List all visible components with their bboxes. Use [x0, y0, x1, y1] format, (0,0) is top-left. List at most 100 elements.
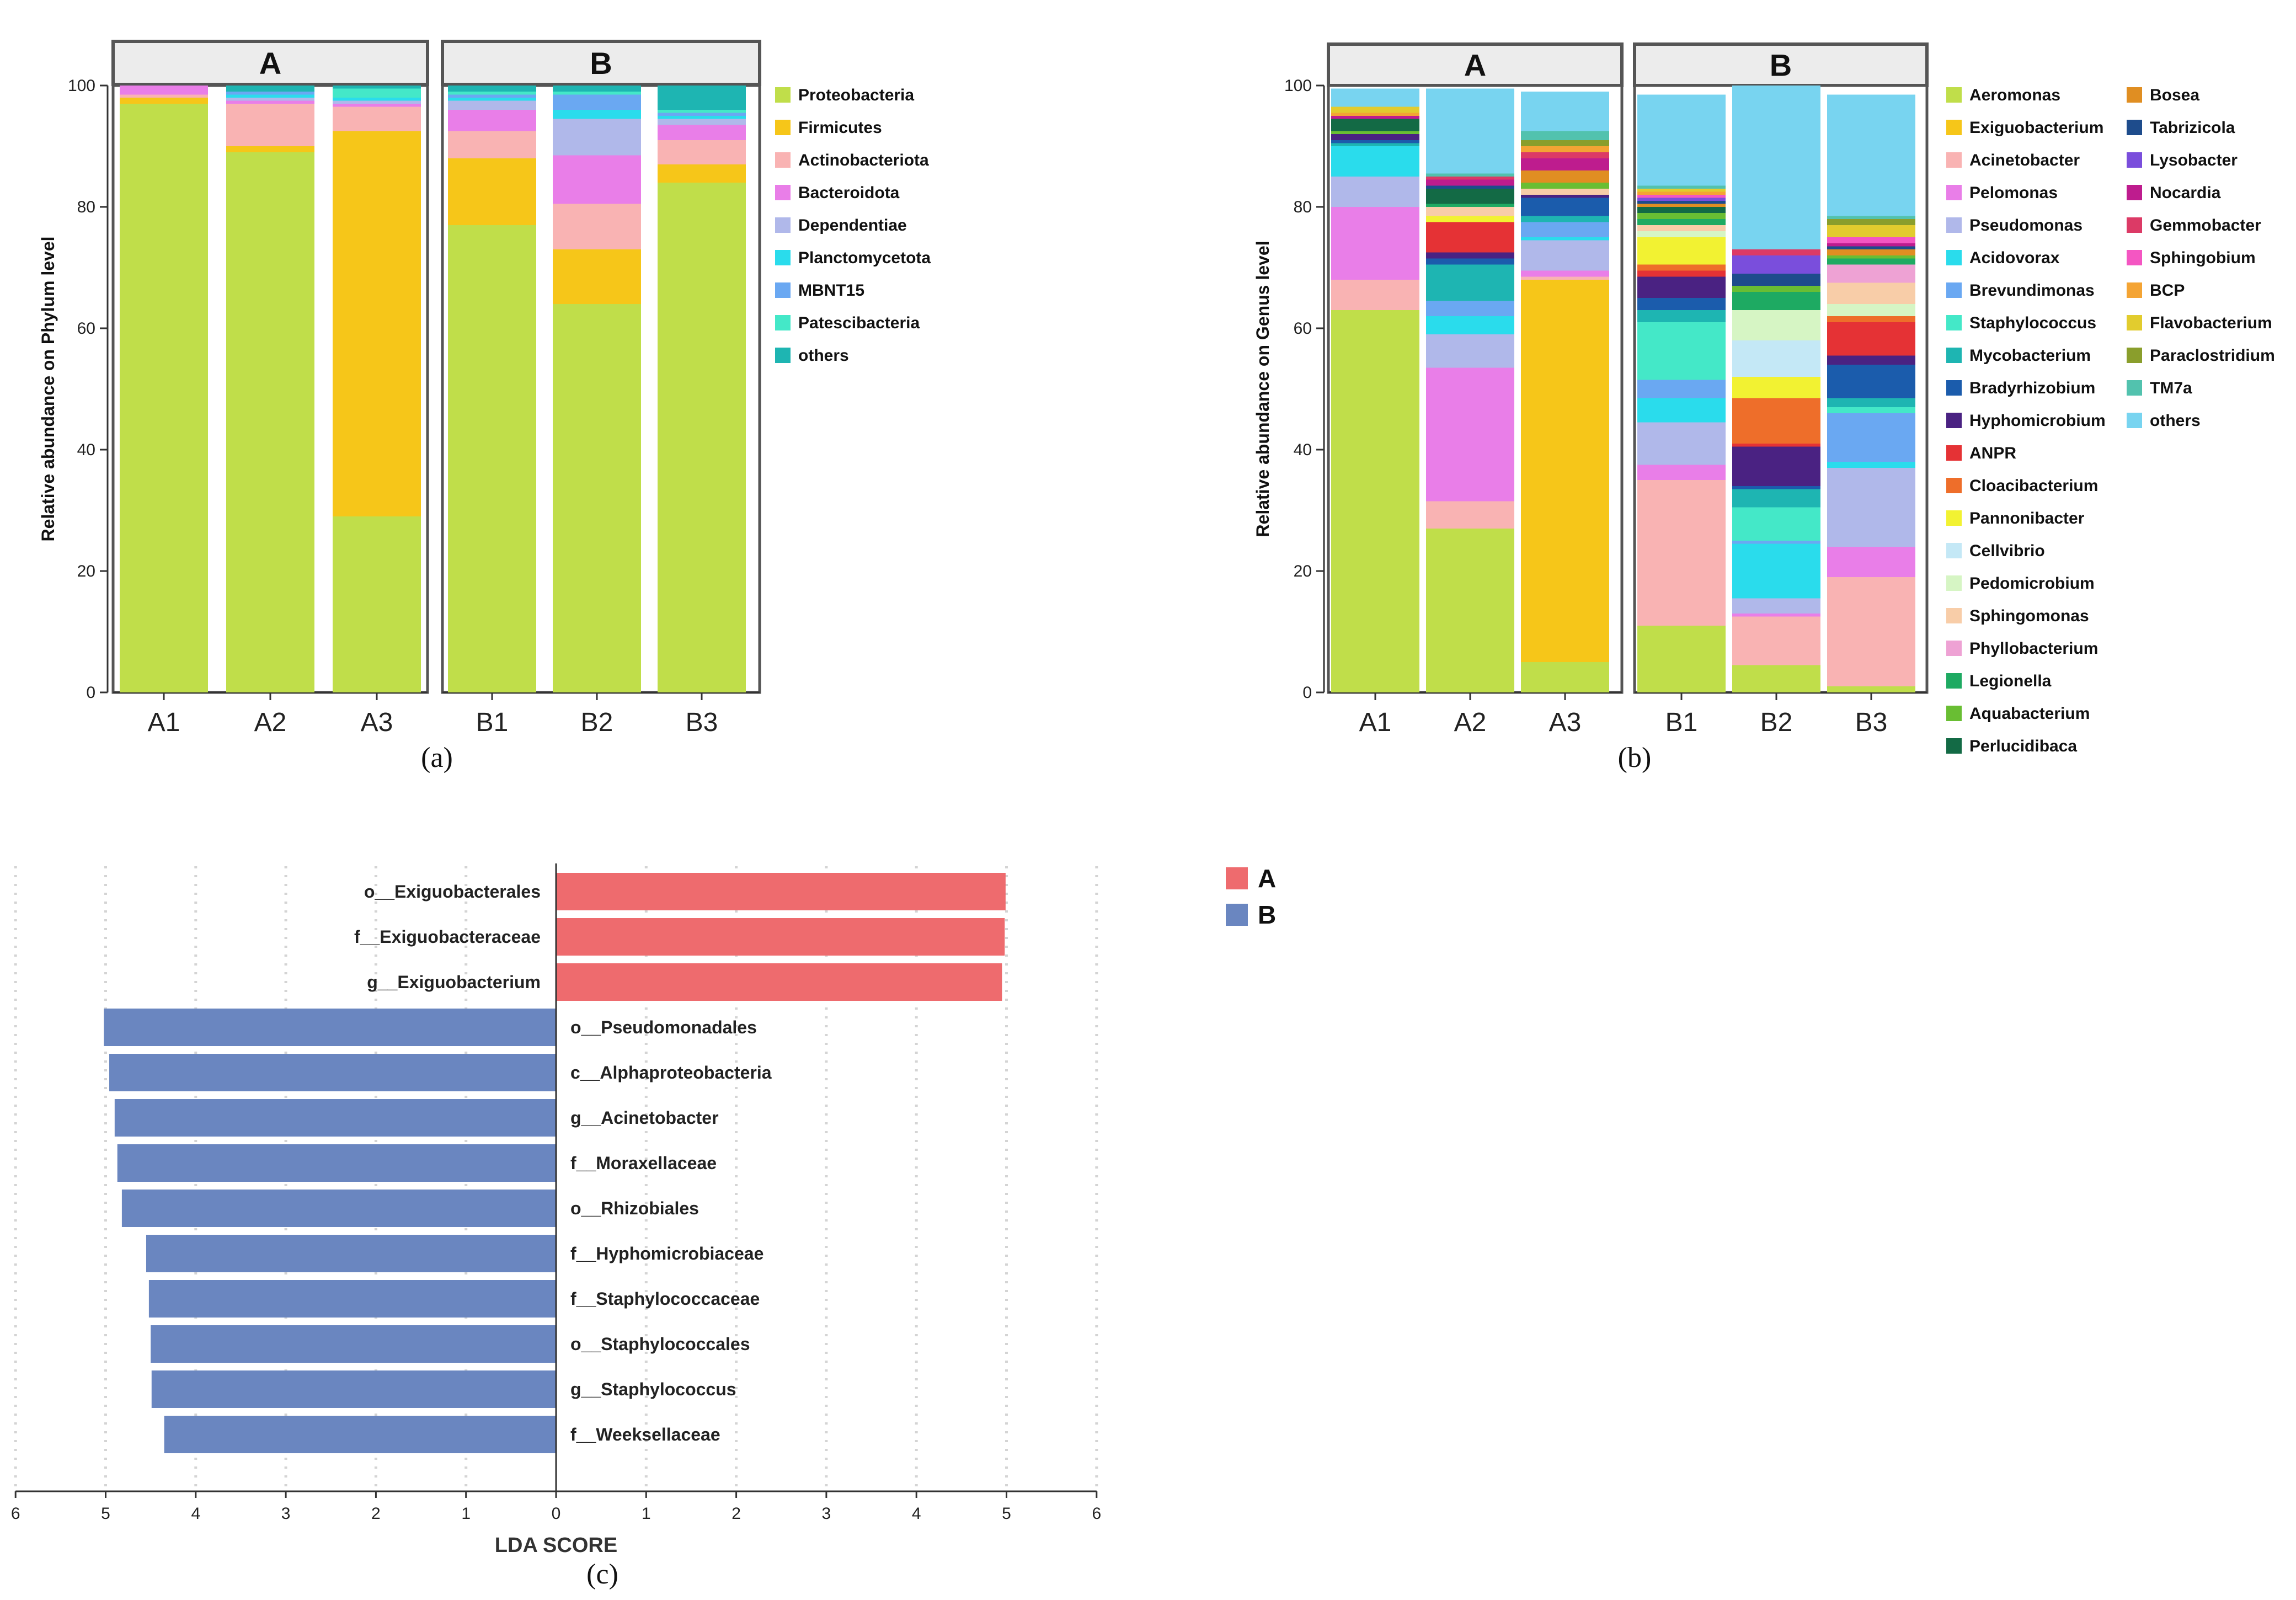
- bar-segment-proteobacteria: [658, 183, 746, 692]
- bar-segment-proteobacteria: [553, 304, 641, 692]
- y-tick-label: 80: [1294, 198, 1312, 216]
- bar-segment-mycobacterium: [1827, 398, 1915, 407]
- bar-segment-patescibacteria: [448, 92, 536, 95]
- y-axis-label: Relative abundance on Genus level: [1253, 241, 1273, 537]
- bar-segment-proteobacteria: [333, 516, 421, 692]
- bar-segment-hyphomicrobium: [1426, 252, 1514, 259]
- bar-segment-acinetobacter: [1637, 480, 1726, 626]
- facet-a: A A1 A2 A3: [111, 40, 429, 737]
- legend-label: Firmicutes: [798, 119, 882, 137]
- bar-segment-pelomonas: [1426, 367, 1514, 502]
- legend-swatch-pseudomonas: [1946, 217, 1962, 233]
- lda-bar-label: f__Hyphomicrobiaceae: [570, 1244, 763, 1263]
- legend-label: Pedomicrobium: [1969, 574, 2095, 593]
- bar-segment-firmicutes: [226, 146, 314, 152]
- bar-segment-tabrizicola: [1827, 246, 1915, 249]
- lda-bar-o-staphylococcales: [151, 1325, 556, 1363]
- bar-segment-proteobacteria: [120, 104, 208, 692]
- bar-segment-mycobacterium: [1331, 143, 1419, 146]
- bar-segment-pseudomonas: [1637, 422, 1726, 465]
- lda-bar-g-staphylococcus: [151, 1370, 557, 1408]
- bar-segment-bradyrhizobium: [1331, 140, 1419, 143]
- legend-swatch-b: [1226, 904, 1248, 926]
- legend-swatch-brevundimonas: [1946, 282, 1962, 298]
- bar-segment-pseudomonas: [1521, 240, 1609, 271]
- x-category-label: A1: [148, 708, 180, 737]
- bar-segment-acinetobacter: [1331, 280, 1419, 310]
- bar-segment-others: [658, 86, 746, 110]
- bar-segment-bacteroidota: [658, 125, 746, 140]
- legend-label: Bacteroidota: [798, 184, 900, 202]
- lda-bar-label: f__Exiguobacteraceae: [354, 927, 541, 947]
- legend-swatch-others: [2127, 413, 2142, 428]
- legend-swatch-legionella: [1946, 673, 1962, 689]
- legend-label: A: [1258, 864, 1276, 893]
- bar-segment-perlucidibaca: [1426, 189, 1514, 204]
- legend-label: Hyphomicrobium: [1969, 412, 2106, 430]
- bar-segment-proteobacteria: [226, 152, 314, 692]
- legend-swatch-pedomicrobium: [1946, 575, 1962, 591]
- lda-bar-o-pseudomonadales: [104, 1009, 556, 1046]
- bar-segment-legionella: [1426, 204, 1514, 207]
- bar-segment-pseudomonas: [1827, 468, 1915, 547]
- bar-segment-aquabacterium: [1732, 286, 1820, 292]
- legend-swatch-flavobacterium: [2127, 315, 2142, 330]
- bar-segment-actinobacteriota: [226, 104, 314, 146]
- x-tick-label: 5: [1002, 1505, 1011, 1523]
- bar-segment-aeromonas: [1732, 665, 1820, 692]
- bar-segment-tm7a: [1637, 185, 1726, 189]
- bar-segment-sphingobium: [1827, 237, 1915, 243]
- bar-segment-gemmobacter: [1426, 177, 1514, 180]
- legend-swatch-lysobacter: [2127, 152, 2142, 168]
- x-category-label: B3: [686, 708, 718, 737]
- bar-segment-actinobacteriota: [658, 140, 746, 164]
- bar-segment-perlucidibaca: [1331, 119, 1419, 131]
- bar-segment-firmicutes: [658, 164, 746, 183]
- legend-swatch-sphingobium: [2127, 250, 2142, 265]
- legend-label: Staphylococcus: [1969, 314, 2096, 332]
- x-tick-label: 2: [731, 1505, 741, 1523]
- legend-swatch-bacteroidota: [775, 185, 791, 200]
- bar-segment-sphingobium: [1637, 195, 1726, 198]
- bar-segment-pelomonas: [1637, 465, 1726, 480]
- bar-segment-tm7a: [1426, 173, 1514, 177]
- lda-bar-g-acinetobacter: [114, 1099, 556, 1137]
- bar-segment-others: [1827, 94, 1915, 216]
- legend-swatch-acinetobacter: [1946, 152, 1962, 168]
- y-tick-label: 60: [77, 319, 95, 338]
- legend-swatch-firmicutes: [775, 120, 791, 135]
- bar-segment-proteobacteria: [448, 225, 536, 692]
- legend-swatch-patescibacteria: [775, 315, 791, 330]
- bar-segment-patescibacteria: [553, 92, 641, 95]
- legend-label: Patescibacteria: [798, 314, 920, 332]
- lda-bar-f-hyphomicrobiaceae: [146, 1235, 556, 1272]
- bar-segment-dependentiae: [658, 119, 746, 125]
- x-tick-label: 3: [281, 1505, 291, 1523]
- legend-swatch-acidovorax: [1946, 250, 1962, 265]
- legend-label: BCP: [2150, 281, 2185, 300]
- bar-segment-staphylococcus: [1827, 407, 1915, 413]
- legend-swatch-pannonibacter: [1946, 510, 1962, 526]
- bar-segment-mbnt15: [226, 92, 314, 95]
- bar-segment-others: [1426, 88, 1514, 174]
- lda-bar-c-alphaproteobacteria: [109, 1054, 557, 1091]
- lda-bar-label: f__Weeksellaceae: [570, 1425, 720, 1444]
- legend-label: Cloacibacterium: [1969, 477, 2098, 495]
- bar-segment-bosea: [1521, 170, 1609, 183]
- lda-bar-label: c__Alphaproteobacteria: [570, 1063, 772, 1082]
- legend-swatch-nocardia: [2127, 185, 2142, 200]
- legend-label: Pseudomonas: [1969, 216, 2083, 234]
- legend-label: Dependentiae: [798, 216, 907, 234]
- legend-label: Aquabacterium: [1969, 705, 2090, 723]
- lda-bar-label: g__Staphylococcus: [570, 1379, 736, 1399]
- x-tick-label: 5: [101, 1505, 110, 1523]
- bar-segment-anpr: [1637, 270, 1726, 277]
- lda-bar-label: o__Pseudomonadales: [570, 1017, 757, 1037]
- bar-segment-actinobacteriota: [553, 204, 641, 249]
- y-tick-label: 80: [77, 198, 95, 216]
- bar-segment-perlucidibaca: [1637, 207, 1726, 213]
- bar-segment-mycobacterium: [1426, 264, 1514, 301]
- bar-segment-acinetobacter: [1732, 616, 1820, 665]
- y-tick-label: 100: [68, 77, 95, 95]
